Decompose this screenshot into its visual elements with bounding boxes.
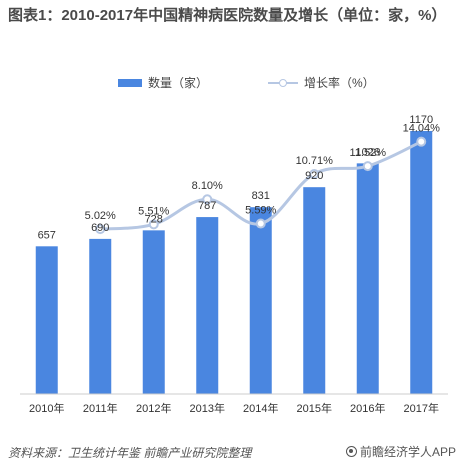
bar-value-label: 920: [305, 170, 323, 182]
growth-value-label: 5.02%: [85, 210, 116, 222]
x-tick-label: 2010年: [29, 401, 64, 415]
growth-point: [148, 219, 159, 230]
growth-value-label: 11.52%: [350, 147, 387, 159]
growth-point: [416, 136, 427, 147]
bar-value-label: 1026: [356, 146, 380, 158]
growth-point: [362, 161, 373, 172]
growth-point: [309, 168, 320, 179]
growth-value-label: 14.04%: [403, 123, 441, 135]
growth-point: [202, 194, 213, 205]
bar: [356, 163, 379, 394]
bar: [410, 130, 433, 394]
legend-item-growth: 增长率（%）: [268, 74, 375, 91]
legend: 数量（家） 增长率（%）: [0, 74, 464, 91]
x-tick-label: 2015年: [297, 401, 332, 415]
bar-value-label: 690: [91, 222, 109, 234]
chart-title: 图表1：2010-2017年中国精神病医院数量及增长（单位：家，%）: [8, 7, 447, 24]
x-tick-label: 2011年: [83, 401, 118, 415]
x-tick-label: 2012年: [136, 401, 171, 415]
brand-label: 前瞻经济学人APP: [359, 445, 456, 459]
growth-point: [255, 218, 266, 229]
x-tick-label: 2017年: [404, 401, 439, 415]
bar-value-label: 831: [252, 190, 270, 202]
x-axis: 2010年 2011年 2012年 2013年 2014年 2015年 2016年 2017年: [20, 393, 448, 415]
legend-swatch-bar: [118, 78, 142, 87]
bar: [35, 246, 58, 394]
legend-item-count: 数量（家）: [118, 74, 208, 91]
chart-plot: 657 690 728 787 831 920 1026 1170 5.02% 5.51% 8.10…: [20, 114, 448, 415]
bar-value-label: 728: [145, 213, 163, 225]
source-note: 资料来源：卫生统计年鉴 前瞻产业研究院整理: [8, 446, 252, 460]
x-tick-label: 2014年: [243, 401, 278, 415]
growth-point: [95, 224, 106, 235]
legend-label-growth: 增长率（%）: [304, 76, 375, 90]
bar-value-label: 657: [38, 229, 56, 241]
growth-value-label: 10.71%: [296, 155, 334, 167]
bar: [142, 230, 165, 394]
growth-value-label: 8.10%: [192, 180, 223, 192]
x-tick-label: 2013年: [190, 401, 225, 415]
bars-layer: [35, 130, 433, 394]
bar-value-label: 1170: [409, 114, 433, 126]
legend-swatch-line: [268, 78, 298, 88]
brand-mark: 前瞻经济学人APP: [345, 443, 456, 460]
bar: [249, 207, 272, 394]
bar: [196, 217, 219, 394]
legend-label-count: 数量（家）: [148, 76, 209, 90]
copyright-logo-icon: [345, 446, 357, 457]
growth-value-label: 5.59%: [245, 205, 276, 217]
bar: [89, 238, 112, 394]
growth-value-label: 5.51%: [138, 205, 169, 217]
growth-line-layer: [95, 136, 427, 235]
x-tick-label: 2016年: [350, 401, 385, 415]
labels-layer: 657 690 728 787 831 920 1026 1170 5.02% 5.51% 8.10…: [38, 114, 441, 241]
bar-value-label: 787: [198, 200, 216, 212]
bar: [303, 187, 326, 394]
